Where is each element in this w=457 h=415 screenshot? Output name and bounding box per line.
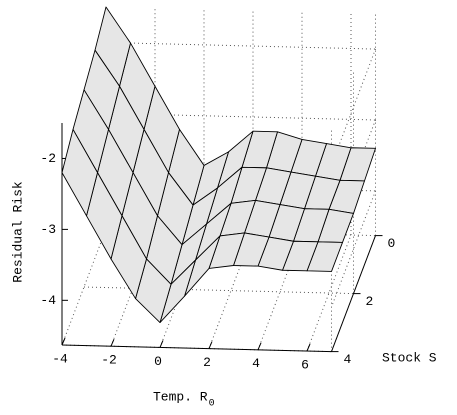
floor-grid-line (110, 230, 156, 347)
floor-grid-line (257, 233, 303, 350)
x-tick (208, 341, 213, 349)
floor-grid-line (159, 231, 205, 348)
y-axis-label: Stock S (382, 350, 437, 365)
y-tick-label: 2 (366, 294, 374, 309)
z-axis-label: Residual Risk (10, 181, 25, 283)
floor-grid-line (306, 234, 352, 352)
z-tick-label: -2 (40, 151, 56, 166)
x-tick (306, 343, 311, 352)
z-tick-label: -4 (40, 293, 56, 308)
x-axis-label: Temp. R (153, 389, 208, 404)
x-axis-line (61, 344, 332, 353)
x-tick (159, 340, 164, 348)
x-tick-label: 4 (252, 356, 260, 371)
back-grid-line (105, 41, 376, 50)
x-axis-label-subscript: 0 (209, 399, 215, 410)
surface-patch (61, 129, 98, 217)
x-tick (257, 342, 262, 350)
y-tick-label: 0 (388, 236, 396, 251)
x-tick-label: 2 (203, 355, 211, 370)
side-grid-line (331, 119, 376, 237)
floor-grid-line (83, 286, 354, 295)
x-tick (110, 339, 115, 347)
side-grid-line (331, 48, 376, 166)
x-tick-label: 6 (301, 357, 309, 372)
floor-grid-line (61, 228, 107, 346)
x-tick-label: 0 (154, 354, 162, 369)
x-tick-label: -4 (52, 351, 68, 366)
z-tick-label: -3 (40, 222, 56, 237)
floor-grid-line (208, 232, 254, 349)
y-tick-label: 4 (344, 352, 352, 367)
x-tick (61, 337, 66, 346)
x-tick-label: -2 (101, 353, 117, 368)
side-grid-line (331, 190, 376, 308)
